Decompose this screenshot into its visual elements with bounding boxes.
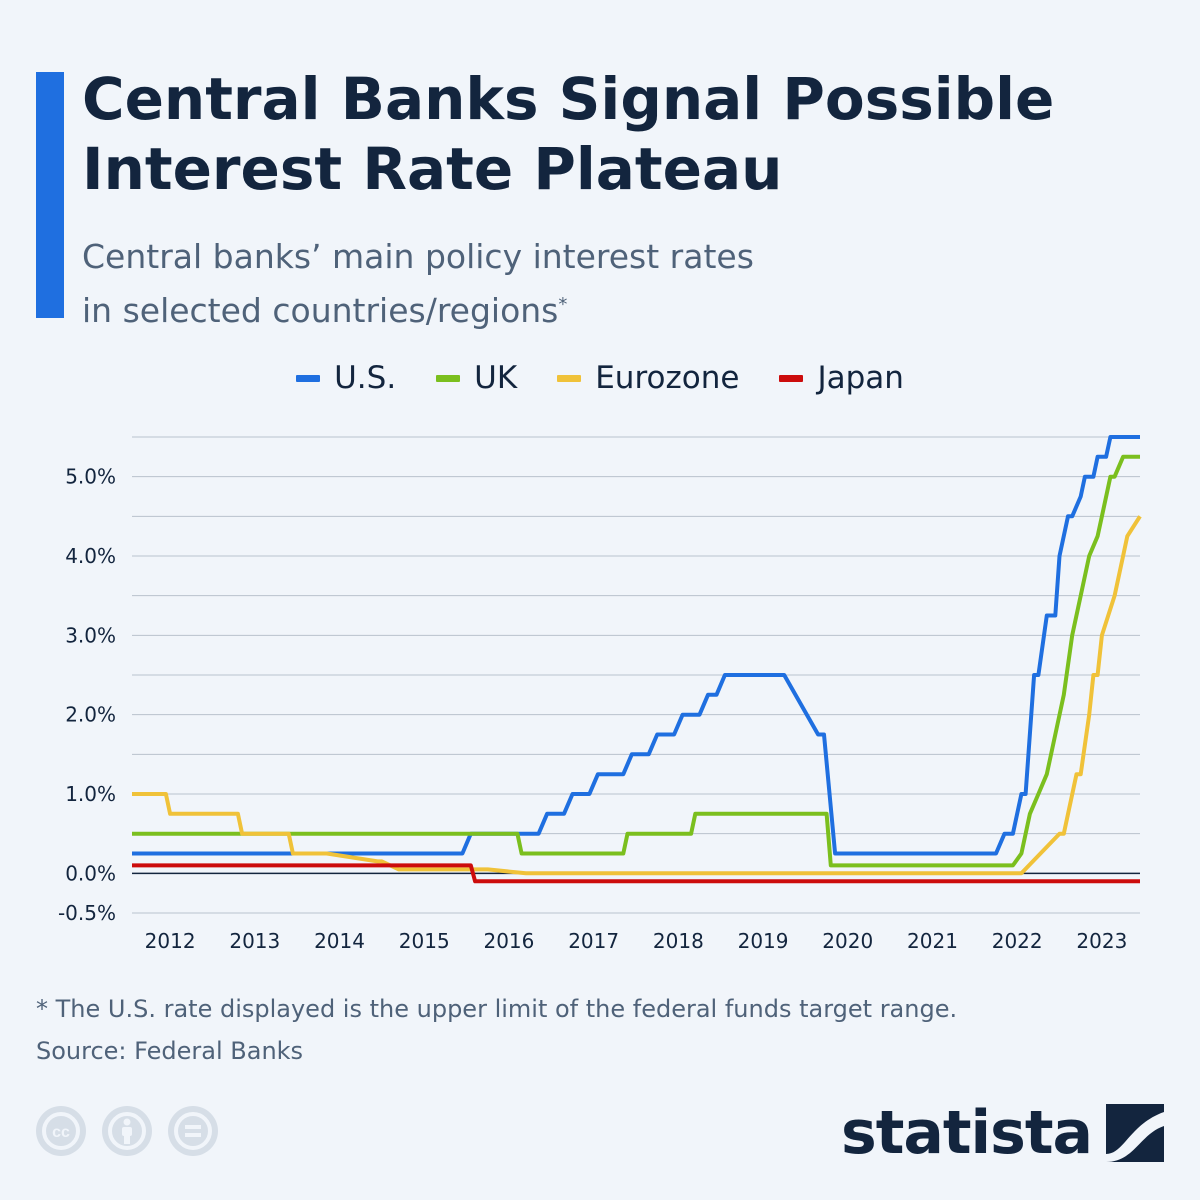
chart-title: Central Banks Signal Possible Interest R… xyxy=(82,65,1055,203)
chart-subtitle: Central banks’ main policy interest rate… xyxy=(82,233,1082,335)
legend-item-eurozone: Eurozone xyxy=(557,360,739,396)
license-icons: cc xyxy=(36,1106,218,1156)
legend-swatch xyxy=(436,374,461,382)
footnote-block: * The U.S. rate displayed is the upper l… xyxy=(36,988,1176,1072)
x-tick-label: 2014 xyxy=(314,929,365,953)
x-tick-label: 2013 xyxy=(229,929,280,953)
y-tick-label: -0.5% xyxy=(58,901,116,925)
y-tick-label: 0.0% xyxy=(65,861,116,885)
title-accent-bar xyxy=(36,72,64,318)
legend-swatch xyxy=(779,374,804,382)
x-tick-label: 2015 xyxy=(399,929,450,953)
x-tick-label: 2021 xyxy=(907,929,958,953)
statista-logo[interactable]: statista xyxy=(841,1098,1164,1168)
legend-label: UK xyxy=(474,360,518,396)
legend-item-us: U.S. xyxy=(296,360,396,396)
x-tick-label: 2016 xyxy=(483,929,534,953)
legend-item-japan: Japan xyxy=(779,360,904,396)
series-line-eurozone xyxy=(132,515,1142,876)
logo-wordmark: statista xyxy=(840,1098,1093,1168)
y-tick-label: 2.0% xyxy=(65,703,116,727)
statista-logo-icon xyxy=(1106,1104,1164,1162)
legend-label: Eurozone xyxy=(595,360,740,396)
legend-swatch xyxy=(296,374,321,382)
x-tick-label: 2023 xyxy=(1076,929,1127,953)
x-tick-label: 2012 xyxy=(145,929,196,953)
legend-label: U.S. xyxy=(334,360,397,396)
series-line-uk xyxy=(132,454,1140,868)
series-line-japan xyxy=(132,863,1140,884)
series-line-us xyxy=(132,435,1140,856)
x-tick-label: 2017 xyxy=(568,929,619,953)
x-tick-label: 2020 xyxy=(822,929,873,953)
creative-commons-icon[interactable]: cc xyxy=(36,1106,86,1156)
y-tick-label: 3.0% xyxy=(65,623,116,647)
subtitle-line-1: Central banks’ main policy interest rate… xyxy=(82,237,754,276)
legend-label: Japan xyxy=(817,360,904,396)
legend-item-uk: UK xyxy=(436,360,517,396)
legend-swatch xyxy=(557,374,582,382)
line-chart: -0.5% 0.0% 1.0% 2.0% 3.0% 4.0% 5.0% 2012 2013 201… xyxy=(58,435,1142,953)
y-tick-label: 4.0% xyxy=(65,544,116,568)
subtitle-footnote-mark: * xyxy=(558,294,568,315)
x-tick-label: 2018 xyxy=(653,929,704,953)
footnote-note: * The U.S. rate displayed is the upper l… xyxy=(36,995,958,1023)
y-tick-label: 1.0% xyxy=(65,782,116,806)
subtitle-line-2: in selected countries/regions xyxy=(82,291,559,330)
attribution-icon[interactable] xyxy=(102,1106,152,1156)
chart-legend: U.S. UK Eurozone Japan xyxy=(0,360,1200,396)
svg-text:cc: cc xyxy=(52,1124,70,1141)
x-tick-label: 2019 xyxy=(738,929,789,953)
y-tick-label: 5.0% xyxy=(65,465,116,489)
x-tick-label: 2022 xyxy=(992,929,1043,953)
source-line: Source: Federal Banks xyxy=(36,1037,304,1065)
no-derivatives-icon[interactable] xyxy=(168,1106,218,1156)
